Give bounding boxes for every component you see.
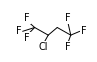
Text: F: F (16, 26, 22, 36)
Text: F: F (81, 26, 86, 36)
Text: Cl: Cl (38, 42, 48, 52)
Text: F: F (24, 13, 30, 23)
Text: F: F (65, 13, 71, 23)
Text: F: F (24, 32, 30, 43)
Text: F: F (65, 42, 71, 52)
